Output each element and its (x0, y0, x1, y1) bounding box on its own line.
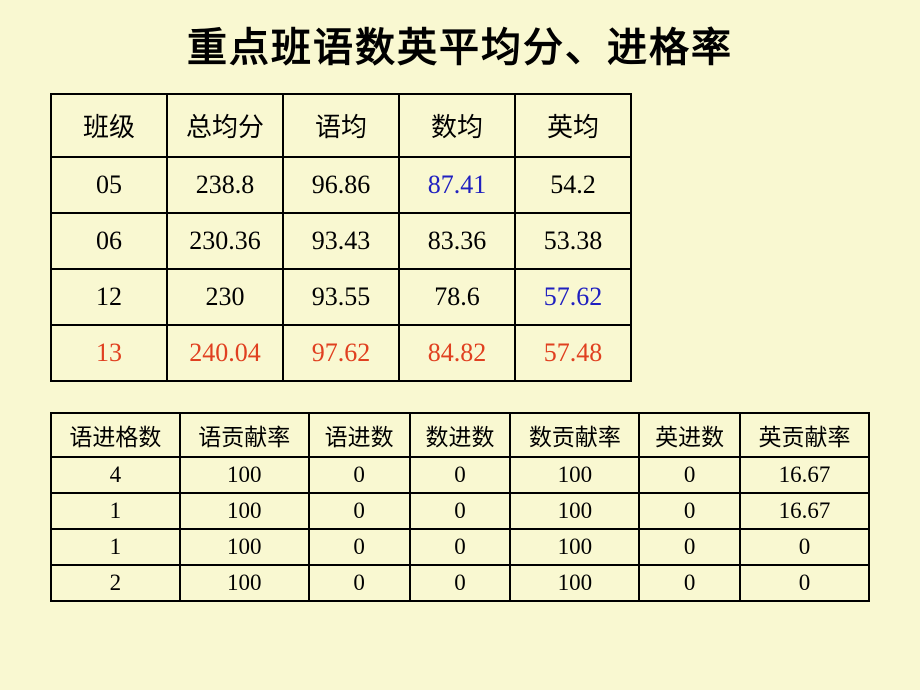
table-cell: 0 (740, 565, 869, 601)
table2-header: 英贡献率 (740, 413, 869, 457)
table-cell: 2 (51, 565, 180, 601)
table-cell: 83.36 (399, 213, 515, 269)
table-cell: 0 (639, 565, 740, 601)
table-cell: 05 (51, 157, 167, 213)
page-title: 重点班语数英平均分、进格率 (50, 15, 870, 73)
table-cell: 0 (309, 565, 410, 601)
table-cell: 100 (180, 457, 309, 493)
table-row: 05238.896.8687.4154.2 (51, 157, 631, 213)
table2-header: 数贡献率 (510, 413, 639, 457)
table-cell: 78.6 (399, 269, 515, 325)
averages-table: 班级 总均分 语均 数均 英均 05238.896.8687.4154.2062… (50, 93, 632, 382)
table-cell: 0 (410, 529, 511, 565)
table2-header: 数进数 (410, 413, 511, 457)
table2-header: 语贡献率 (180, 413, 309, 457)
table-cell: 100 (180, 565, 309, 601)
table1-header: 总均分 (167, 94, 283, 157)
table-cell: 230 (167, 269, 283, 325)
table-cell: 96.86 (283, 157, 399, 213)
table1-header: 语均 (283, 94, 399, 157)
table-cell: 100 (510, 529, 639, 565)
contribution-table: 语进格数 语贡献率 语进数 数进数 数贡献率 英进数 英贡献率 41000010… (50, 412, 870, 602)
table-cell: 1 (51, 529, 180, 565)
table-cell: 100 (510, 457, 639, 493)
table-cell: 0 (740, 529, 869, 565)
table-cell: 12 (51, 269, 167, 325)
table-cell: 54.2 (515, 157, 631, 213)
table-cell: 0 (309, 529, 410, 565)
table-cell: 06 (51, 213, 167, 269)
table-cell: 84.82 (399, 325, 515, 381)
table-cell: 93.55 (283, 269, 399, 325)
table-cell: 16.67 (740, 457, 869, 493)
table-cell: 93.43 (283, 213, 399, 269)
table2-header: 语进数 (309, 413, 410, 457)
table-cell: 87.41 (399, 157, 515, 213)
table1-header: 班级 (51, 94, 167, 157)
table-cell: 0 (410, 493, 511, 529)
table-cell: 240.04 (167, 325, 283, 381)
table-cell: 0 (639, 493, 740, 529)
table-row: 13240.0497.6284.8257.48 (51, 325, 631, 381)
table-cell: 230.36 (167, 213, 283, 269)
table-row: 21000010000 (51, 565, 869, 601)
table1-header-row: 班级 总均分 语均 数均 英均 (51, 94, 631, 157)
table2-header-row: 语进格数 语贡献率 语进数 数进数 数贡献率 英进数 英贡献率 (51, 413, 869, 457)
table-cell: 53.38 (515, 213, 631, 269)
table-cell: 0 (309, 457, 410, 493)
table-row: 11000010000 (51, 529, 869, 565)
table1-header: 数均 (399, 94, 515, 157)
table-cell: 0 (639, 457, 740, 493)
table-cell: 0 (410, 457, 511, 493)
table-row: 110000100016.67 (51, 493, 869, 529)
table-cell: 100 (510, 565, 639, 601)
table2-header: 语进格数 (51, 413, 180, 457)
table-cell: 13 (51, 325, 167, 381)
table2-body: 410000100016.67110000100016.671100001000… (51, 457, 869, 601)
table-cell: 100 (510, 493, 639, 529)
table-cell: 16.67 (740, 493, 869, 529)
table-cell: 0 (309, 493, 410, 529)
table-cell: 0 (410, 565, 511, 601)
table-cell: 1 (51, 493, 180, 529)
table1-body: 05238.896.8687.4154.206230.3693.4383.365… (51, 157, 631, 381)
table-cell: 100 (180, 493, 309, 529)
table2-header: 英进数 (639, 413, 740, 457)
table-cell: 0 (639, 529, 740, 565)
table-row: 1223093.5578.657.62 (51, 269, 631, 325)
table1-header: 英均 (515, 94, 631, 157)
table-cell: 4 (51, 457, 180, 493)
table-cell: 57.62 (515, 269, 631, 325)
table-cell: 100 (180, 529, 309, 565)
table-row: 06230.3693.4383.3653.38 (51, 213, 631, 269)
table-cell: 57.48 (515, 325, 631, 381)
table-cell: 97.62 (283, 325, 399, 381)
table-cell: 238.8 (167, 157, 283, 213)
table-row: 410000100016.67 (51, 457, 869, 493)
